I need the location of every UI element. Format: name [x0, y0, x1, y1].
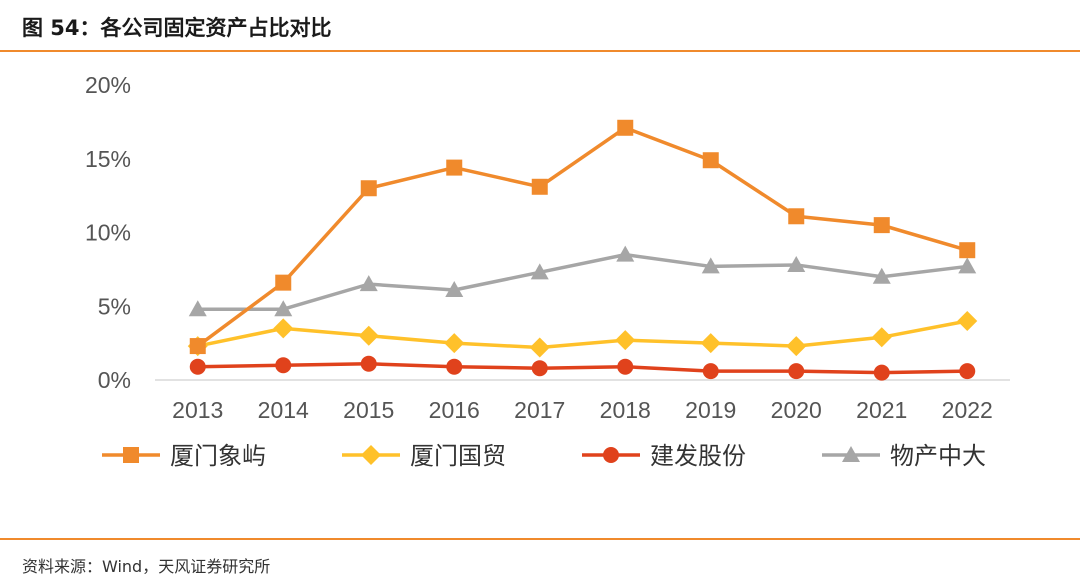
figure-title: 图 54：各公司固定资产占比对比 [22, 16, 332, 40]
x-tick-label: 2016 [429, 397, 480, 423]
legend-marker [123, 447, 139, 463]
source-note: 资料来源：Wind，天风证券研究所 [22, 557, 271, 576]
data-point [873, 217, 890, 234]
y-axis-ticks: 0% 5% 10% 15% 20% [85, 72, 131, 393]
data-point [786, 336, 807, 357]
series-3 [188, 245, 977, 317]
line-chart: 0%5%10%15%20% 2013 2014 2015 2016 2017 2018 20… [85, 72, 1010, 470]
y-tick-label: 15% [85, 146, 131, 172]
data-point [531, 360, 548, 377]
data-point [529, 337, 550, 358]
data-point [360, 355, 377, 372]
data-point [617, 119, 634, 136]
data-point [872, 267, 891, 284]
data-point [615, 330, 636, 351]
data-point [958, 257, 977, 274]
series-line [197, 362, 968, 375]
legend-item: 厦门象屿 [102, 442, 266, 470]
data-point [444, 333, 465, 354]
footer-divider [0, 538, 1080, 540]
y-tick-label: 10% [85, 220, 131, 246]
data-point [359, 275, 378, 292]
x-tick-label: 2017 [514, 397, 565, 423]
figure-header: 图 54：各公司固定资产占比对比 [0, 0, 1080, 50]
x-tick-label: 2015 [343, 397, 394, 423]
data-point [788, 363, 805, 380]
legend-label: 物产中大 [890, 442, 986, 470]
data-point [445, 281, 464, 298]
y-tick-label: 20% [85, 72, 131, 98]
y-tick-label: 0% [98, 367, 131, 393]
data-point [702, 152, 719, 169]
series-0 [189, 119, 976, 355]
data-point [446, 159, 463, 176]
data-point [189, 358, 206, 375]
x-tick-label: 2018 [600, 397, 651, 423]
legend-marker [603, 447, 619, 463]
series-2 [189, 355, 976, 381]
x-tick-label: 2022 [942, 397, 993, 423]
data-point [873, 364, 890, 381]
header-divider [0, 50, 1080, 52]
data-point [616, 245, 635, 262]
legend-marker [842, 446, 860, 462]
y-tick-label: 5% [98, 293, 131, 319]
x-tick-label: 2013 [172, 397, 223, 423]
data-point [788, 208, 805, 225]
x-tick-label: 2014 [258, 397, 309, 423]
data-point [701, 257, 720, 274]
data-point [957, 311, 978, 331]
legend-marker [361, 445, 381, 465]
data-point [274, 300, 293, 317]
data-point [959, 242, 976, 259]
legend: 厦门象屿 厦门国贸 建发股份 物产中大 [102, 442, 986, 470]
legend-label: 厦门象屿 [170, 442, 266, 470]
x-axis: 2013 2014 2015 2016 2017 2018 2019 2020 2021 2022 [155, 379, 1010, 423]
data-point [446, 358, 463, 375]
data-point [188, 300, 207, 317]
legend-item: 建发股份 [582, 442, 746, 470]
data-point [530, 263, 549, 280]
data-point [702, 363, 719, 380]
data-point [275, 274, 292, 291]
legend-label: 厦门国贸 [410, 442, 506, 470]
data-point [189, 338, 206, 355]
data-point [617, 358, 634, 375]
series-line [196, 126, 968, 348]
data-point [275, 357, 292, 374]
data-point [700, 333, 721, 354]
data-point [871, 327, 892, 348]
series-line [197, 319, 968, 350]
series-1 [187, 311, 978, 358]
x-tick-label: 2019 [685, 397, 736, 423]
series-layer [187, 119, 978, 381]
series-line [197, 252, 968, 311]
data-point [273, 318, 294, 339]
legend-item: 物产中大 [822, 442, 986, 470]
data-point [959, 363, 976, 380]
x-tick-label: 2021 [856, 397, 907, 423]
data-point [360, 180, 377, 197]
data-point [358, 325, 379, 346]
legend-label: 建发股份 [650, 442, 746, 470]
data-point [531, 178, 548, 195]
x-tick-label: 2020 [771, 397, 822, 423]
data-point [787, 255, 806, 272]
legend-item: 厦门国贸 [342, 442, 506, 470]
